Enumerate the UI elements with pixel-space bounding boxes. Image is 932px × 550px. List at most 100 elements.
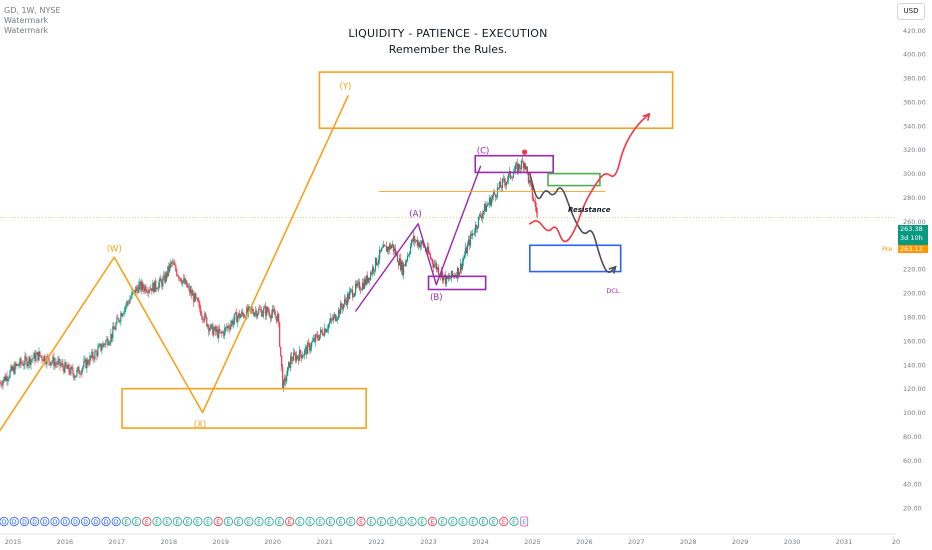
x-tick-label: 2027 (628, 538, 645, 546)
candle-body (52, 356, 54, 362)
candle-body (219, 328, 221, 333)
candle-body (203, 320, 205, 321)
candle-body (437, 267, 440, 275)
candle-body (29, 357, 31, 365)
y-tick-label: 300.00 (903, 170, 926, 178)
currency-button[interactable]: USD (897, 3, 925, 20)
event-marker-label: E (339, 519, 343, 526)
candle-body (372, 267, 375, 272)
candle-body (230, 324, 232, 330)
candle-body (322, 331, 324, 335)
y-tick-label: 420.00 (903, 27, 926, 35)
candle-body (458, 272, 461, 276)
candle-body (343, 303, 345, 309)
candle-body (62, 363, 64, 368)
candle-body (447, 277, 450, 279)
candle-body (59, 358, 61, 366)
candle-body (222, 331, 224, 333)
candle-body (145, 286, 147, 292)
candle-body (461, 261, 464, 270)
candle-body (499, 181, 502, 188)
candle-body (26, 358, 28, 367)
candle-body (287, 367, 289, 376)
candle-body (347, 294, 349, 305)
event-marker-label: D (42, 519, 47, 526)
candle-body (326, 330, 328, 333)
candle-body (15, 363, 17, 366)
candle-body (462, 258, 465, 262)
dividend-marker (101, 516, 111, 527)
dividend-marker (0, 516, 9, 527)
candle-body (434, 263, 437, 265)
candle-body (315, 334, 317, 342)
candle-body (57, 360, 59, 365)
candle-body (387, 247, 390, 251)
candle-body (33, 352, 35, 359)
x-tick-label: 2018 (161, 538, 178, 546)
candle-body (107, 338, 109, 345)
candle-body (357, 281, 360, 283)
candle-body (422, 243, 425, 247)
candle-body (115, 323, 117, 330)
candle-body (479, 214, 482, 217)
candle-body (211, 324, 213, 325)
candle-body (495, 196, 498, 198)
candle-body (283, 380, 285, 389)
wave-labels: (W) (X) (Y) (A) (B) (C) DCL (107, 82, 620, 430)
candle-body (174, 264, 176, 266)
symbol-info[interactable]: GD, 1W, NYSE (4, 6, 61, 15)
candle-body (22, 363, 24, 366)
candle-body (136, 287, 138, 289)
event-marker-label: D (53, 519, 58, 526)
candle-body (114, 329, 116, 330)
event-marker-label: E (420, 519, 424, 526)
dividend-marker (111, 516, 121, 527)
candle-body (353, 296, 355, 298)
candle-body (49, 361, 51, 366)
candle-body (98, 345, 100, 348)
candle-body (332, 319, 334, 321)
candle-body (55, 362, 57, 364)
candle-body (380, 248, 383, 252)
candle-body (413, 236, 416, 242)
candle-body (254, 312, 256, 316)
candle-body (247, 307, 249, 313)
candle-body (325, 328, 327, 333)
candle-body (415, 240, 418, 241)
candle-body (405, 260, 408, 263)
earnings-marker (335, 516, 346, 527)
candle-body (137, 288, 139, 293)
event-marker-label: E (502, 519, 506, 526)
candle-body (535, 206, 538, 213)
candle-body (147, 291, 149, 293)
candle-body (262, 313, 264, 317)
candle-body (359, 289, 362, 291)
earnings-marker (193, 516, 203, 527)
candle-body (393, 248, 396, 252)
candle-body (11, 366, 13, 371)
candle-body (421, 241, 424, 244)
candle-body (486, 204, 489, 206)
x-tick-label: 2015 (5, 538, 22, 546)
candle-body (120, 313, 122, 322)
candle-body (488, 197, 491, 204)
x-tick-label: 2023 (420, 538, 437, 546)
candle-body (14, 363, 16, 374)
candle-body (4, 376, 6, 381)
earnings-marker (121, 516, 132, 527)
candle-body (471, 233, 474, 236)
candle-body (188, 286, 190, 288)
candle-body (428, 253, 431, 255)
candle-body (41, 356, 43, 360)
candle-body (485, 205, 488, 212)
candle-body (66, 366, 68, 369)
event-marker-label: D (83, 519, 88, 526)
candle-body (3, 376, 5, 381)
candle-body (309, 343, 311, 351)
candle-body (534, 201, 537, 207)
wave-paths (0, 95, 651, 432)
candle-body (132, 291, 134, 293)
candle-body (92, 351, 94, 359)
